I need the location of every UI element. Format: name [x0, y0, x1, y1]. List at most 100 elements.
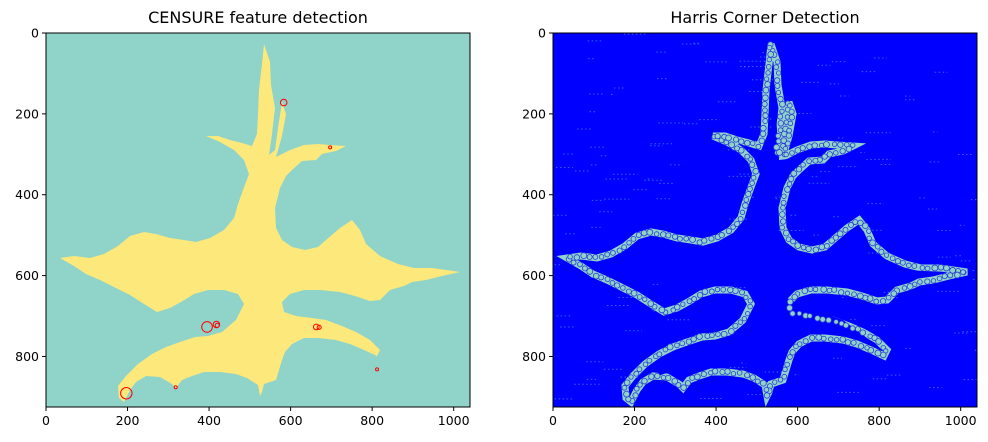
harris-corner-dot	[924, 278, 931, 285]
harris-corner-dot	[727, 286, 734, 294]
harris-corner-dot	[857, 219, 864, 227]
harris-corner-dot	[851, 291, 857, 298]
harris-corner-dot	[793, 343, 799, 350]
harris-corner-dot	[732, 322, 739, 329]
censure-y-tick-label: 600	[15, 268, 39, 283]
harris-corner-dot	[812, 246, 820, 254]
harris-corner-dot	[906, 283, 914, 290]
harris-corner-dot	[648, 373, 655, 380]
harris-y-tick-label: 600	[522, 268, 546, 283]
harris-corner-dot	[749, 180, 755, 186]
harris-corner-dot	[852, 219, 859, 225]
harris-corner-dot	[819, 316, 826, 323]
harris-y-tick-label: 400	[522, 187, 546, 202]
harris-corner-dot	[745, 190, 752, 198]
harris-corner-dot	[714, 133, 721, 140]
harris-corner-dot	[820, 286, 828, 293]
harris-corner-dot	[763, 392, 771, 399]
harris-x-tick-label: 0	[549, 413, 557, 428]
harris-corner-dot	[592, 254, 599, 260]
harris-corner-dot	[947, 272, 954, 279]
harris-corner-dot	[849, 325, 856, 332]
harris-corner-dot	[680, 301, 686, 307]
harris-corner-dot	[586, 254, 593, 260]
harris-corner-dot	[779, 211, 786, 218]
harris-corner-dot	[673, 303, 681, 311]
harris-corner-dot	[780, 205, 786, 211]
censure-y-tick-label: 400	[15, 187, 39, 202]
harris-corner-dot	[785, 132, 792, 139]
censure-x-tick-label: 800	[360, 413, 384, 428]
harris-corner-dot	[809, 334, 816, 341]
harris-corner-dot	[763, 76, 770, 82]
harris-y-tick-label: 800	[522, 349, 546, 364]
harris-corner-dot	[742, 202, 749, 209]
harris-corner-dot	[701, 237, 708, 244]
harris-corner-dot	[765, 70, 771, 76]
harris-corner-dot	[875, 338, 882, 345]
harris-corner-dot	[730, 371, 737, 377]
harris-corner-dot	[708, 235, 715, 242]
censure-y-tick-label: 200	[15, 106, 39, 121]
harris-corner-dot	[635, 232, 642, 238]
harris-corner-dot	[806, 158, 812, 164]
harris-corner-dot	[738, 138, 745, 145]
harris-corner-dot	[633, 385, 640, 392]
harris-corner-dot	[787, 354, 793, 360]
harris-corner-dot	[831, 286, 838, 293]
harris-corner-dot	[911, 263, 918, 269]
harris-corner-dot	[807, 313, 813, 319]
harris-corner-dot	[890, 290, 898, 297]
harris-corner-dot	[871, 334, 878, 341]
harris-corner-dot	[724, 368, 731, 375]
harris-corner-dot	[953, 271, 961, 279]
harris-corner-dot	[899, 259, 906, 266]
harris-corner-dot	[630, 289, 638, 297]
harris-corner-dot	[839, 147, 846, 155]
harris-corner-dot	[885, 294, 892, 301]
harris-corner-dot	[866, 235, 872, 241]
harris-corner-dot	[647, 300, 655, 307]
harris-corner-dot	[633, 370, 640, 377]
harris-corner-dot	[774, 82, 781, 89]
harris-corner-dot	[818, 243, 826, 251]
harris-corner-dot	[866, 228, 872, 234]
harris-corner-dot	[787, 120, 794, 127]
harris-x-tick-label: 800	[867, 413, 891, 428]
harris-corner-dot	[828, 336, 834, 342]
harris-corner-dot	[752, 167, 760, 175]
censure-axes-frame	[45, 32, 471, 408]
censure-x-tick-label: 400	[197, 413, 221, 428]
harris-corner-dot	[640, 229, 648, 237]
harris-corner-dot	[746, 185, 753, 192]
harris-corner-dot	[637, 382, 643, 388]
harris-corner-dot	[670, 307, 676, 313]
harris-corner-dot	[814, 315, 821, 322]
harris-corner-dot	[775, 133, 781, 139]
harris-corner-dot	[762, 86, 770, 94]
harris-corner-dot	[610, 250, 616, 256]
harris-corner-dot	[782, 366, 788, 373]
harris-corner-dot	[609, 280, 616, 286]
harris-corner-dot	[660, 374, 667, 381]
harris-y-tick-label: 0	[538, 26, 546, 41]
censure-panel: CENSURE feature detection 0 200 400 600 800 1…	[15, 8, 471, 428]
harris-corner-dot	[772, 379, 778, 385]
harris-corner-dot	[636, 294, 643, 300]
harris-corner-dot	[671, 233, 679, 240]
harris-corner-dot	[662, 346, 669, 353]
censure-x-tick-label: 600	[279, 413, 303, 428]
harris-x-tick-label: 200	[623, 413, 647, 428]
harris-corner-dot	[632, 392, 639, 399]
harris-corner-dot	[842, 322, 850, 329]
harris-corner-dot	[782, 146, 789, 152]
harris-corner-dot	[836, 230, 844, 238]
harris-corner-dot	[775, 89, 782, 96]
harris-corner-dot	[889, 255, 896, 262]
censure-y-tick-label: 800	[15, 349, 39, 364]
harris-corner-dot	[754, 378, 761, 385]
harris-corner-dot	[815, 333, 823, 341]
censure-keypoint	[173, 385, 178, 390]
censure-y-tick-label: 0	[31, 26, 39, 41]
harris-corner-dot	[765, 64, 772, 70]
